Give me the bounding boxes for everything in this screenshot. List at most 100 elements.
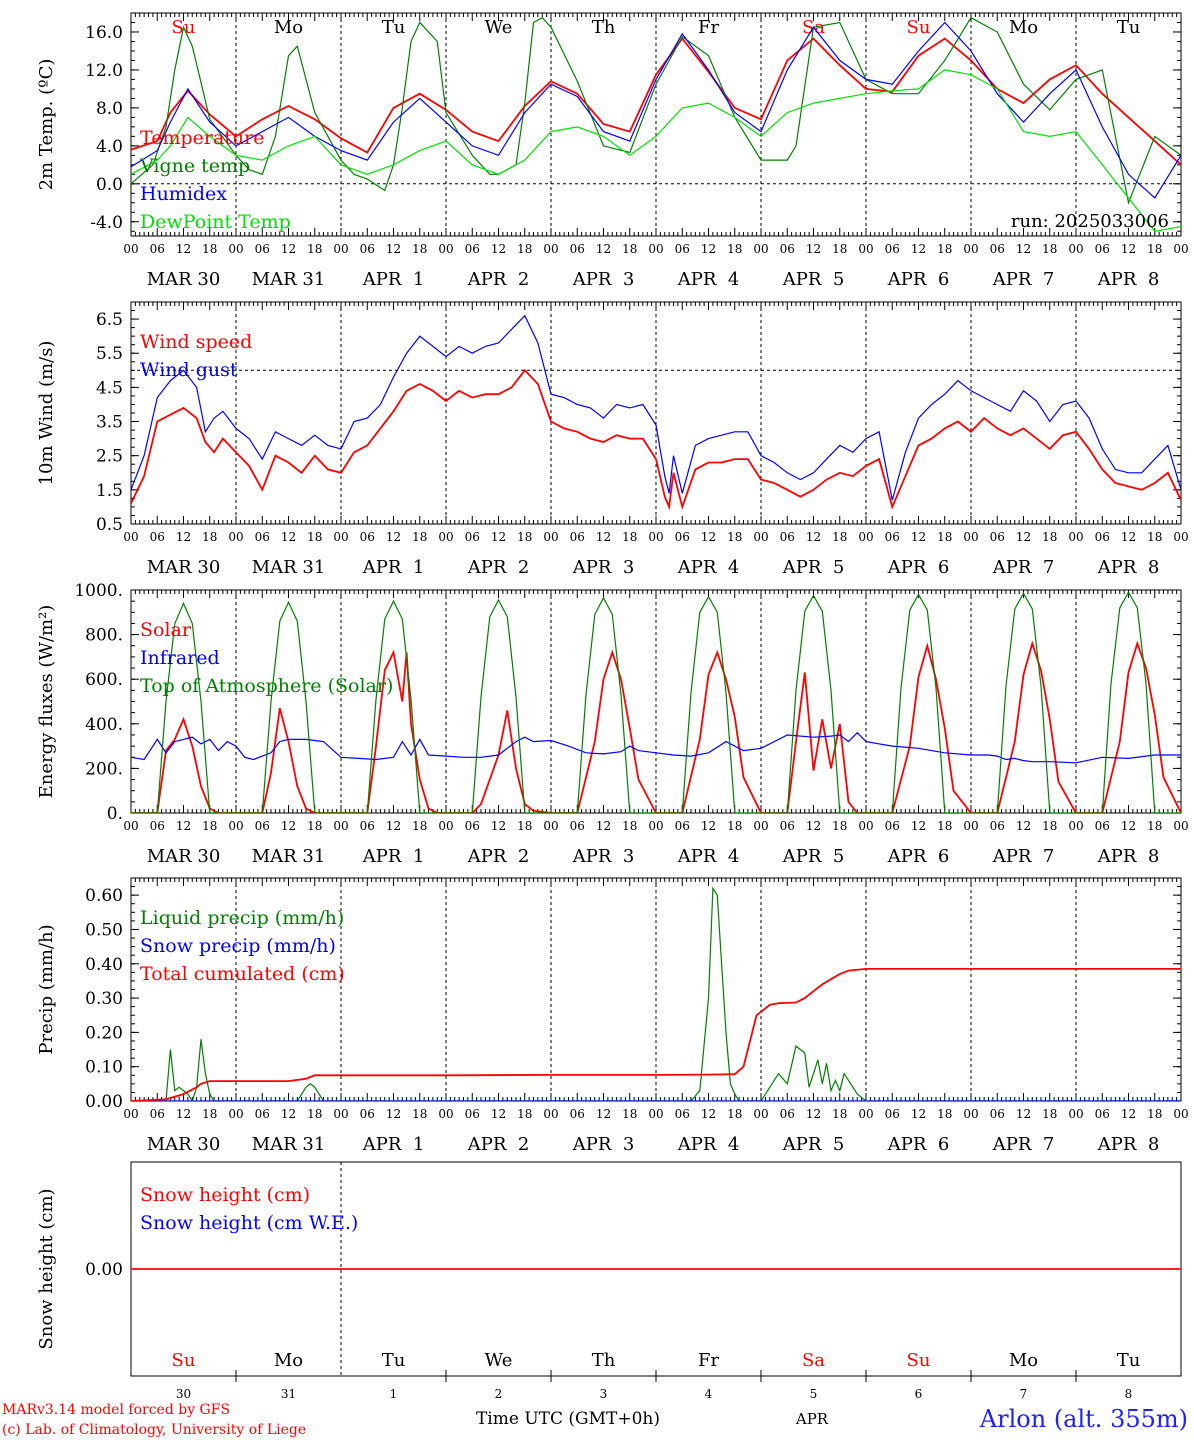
hour-tick-label: 18 — [622, 1107, 637, 1121]
legend-entry: Liquid precip (mm/h) — [140, 907, 344, 929]
hour-tick-label: 00 — [438, 1107, 453, 1121]
hour-tick-label: 00 — [753, 819, 768, 833]
series-line-vigne-temp — [131, 16, 1181, 205]
hour-tick-label: 00 — [753, 1107, 768, 1121]
hour-tick-label: 00 — [963, 530, 978, 544]
y-tick-label: 800. — [85, 626, 123, 646]
hour-tick-label: 00 — [1173, 242, 1188, 256]
day-number-label: 6 — [915, 1387, 923, 1401]
y-tick-label: 400. — [85, 715, 123, 735]
date-label: APR 4 — [677, 557, 740, 578]
hour-tick-label: 06 — [990, 1107, 1005, 1121]
date-label: APR 2 — [467, 846, 530, 867]
hour-tick-label: 06 — [360, 1107, 375, 1121]
hour-tick-label: 06 — [465, 242, 480, 256]
date-label: APR 1 — [362, 846, 425, 867]
y-tick-label: 0.40 — [85, 955, 123, 975]
date-label: APR 1 — [362, 1134, 425, 1155]
legend-entry: Snow height (cm) — [140, 1184, 310, 1206]
y-tick-label: 3.5 — [96, 413, 123, 433]
y-tick-label: 0.0 — [96, 175, 123, 195]
hour-tick-label: 00 — [543, 242, 558, 256]
bottom-day-of-week-label: Mo — [274, 1350, 303, 1371]
hour-tick-label: 12 — [911, 242, 926, 256]
hour-tick-label: 12 — [806, 819, 821, 833]
series-line-total-cumulated-cm- — [131, 968, 1181, 1101]
hour-tick-label: 06 — [675, 242, 690, 256]
hour-tick-label: 18 — [412, 1107, 427, 1121]
date-label: MAR 31 — [252, 1134, 326, 1155]
hour-tick-label: 06 — [570, 1107, 585, 1121]
hour-tick-label: 00 — [753, 530, 768, 544]
hour-tick-label: 18 — [727, 530, 742, 544]
hour-tick-label: 00 — [438, 530, 453, 544]
hour-tick-label: 00 — [543, 819, 558, 833]
hour-tick-label: 00 — [1068, 530, 1083, 544]
hour-tick-label: 06 — [465, 530, 480, 544]
model-credit-line1: MARv3.14 model forced by GFS — [2, 1402, 230, 1418]
hour-tick-label: 18 — [517, 1107, 532, 1121]
date-label: APR 2 — [467, 557, 530, 578]
hour-tick-label: 18 — [1147, 530, 1162, 544]
hour-tick-label: 00 — [123, 1107, 138, 1121]
hour-tick-label: 00 — [228, 242, 243, 256]
day-of-week-label: We — [485, 17, 513, 38]
hour-tick-label: 18 — [1042, 819, 1057, 833]
hour-tick-label: 12 — [1121, 1107, 1136, 1121]
bottom-day-of-week-label: Th — [592, 1350, 616, 1371]
date-label: MAR 30 — [147, 269, 221, 290]
hour-tick-label: 18 — [307, 1107, 322, 1121]
y-tick-label: 0.00 — [85, 1260, 123, 1280]
hour-tick-label: 00 — [228, 530, 243, 544]
hour-tick-label: 06 — [570, 819, 585, 833]
date-label: APR 7 — [992, 846, 1055, 867]
date-label: APR 2 — [467, 1134, 530, 1155]
hour-tick-label: 12 — [1016, 242, 1031, 256]
chart-panel-2: 0.5 1.5 2.5 3.5 4.5 5.5 6.5 10m Wind (m/s) 00 06 1… — [36, 301, 1189, 578]
hour-tick-label: 06 — [885, 530, 900, 544]
legend-entry: Top of Atmosphere (Solar) — [140, 675, 393, 697]
charts-layer: -4.00.04.08.012.016.02m Temp. (ºC)00 06 12… — [36, 12, 1189, 1401]
hour-tick-label: 18 — [517, 530, 532, 544]
hour-tick-label: 12 — [281, 1107, 296, 1121]
hour-tick-label: 12 — [596, 819, 611, 833]
y-tick-label: 1.5 — [96, 481, 123, 501]
hour-tick-label: 06 — [780, 819, 795, 833]
bottom-day-of-week-label: Su — [907, 1350, 931, 1371]
hour-tick-label: 18 — [937, 1107, 952, 1121]
hour-tick-label: 12 — [1016, 819, 1031, 833]
hour-tick-label: 18 — [727, 1107, 742, 1121]
hour-tick-label: 00 — [648, 1107, 663, 1121]
hour-tick-label: 12 — [386, 819, 401, 833]
hour-tick-label: 18 — [307, 530, 322, 544]
bottom-day-of-week-label: Tu — [382, 1350, 406, 1371]
hour-tick-label: 06 — [675, 530, 690, 544]
hour-tick-label: 12 — [911, 1107, 926, 1121]
hour-tick-label: 06 — [990, 242, 1005, 256]
bottom-day-of-week-label: Tu — [1117, 1350, 1141, 1371]
hour-tick-label: 06 — [360, 242, 375, 256]
legend-entry: Vigne temp — [139, 155, 250, 177]
y-tick-label: 4.0 — [96, 137, 123, 157]
y-tick-label: 16.0 — [85, 23, 123, 43]
hour-tick-label: 18 — [832, 242, 847, 256]
hour-tick-label: 18 — [727, 242, 742, 256]
hour-tick-label: 00 — [438, 819, 453, 833]
hour-tick-label: 00 — [963, 242, 978, 256]
hour-tick-label: 12 — [176, 819, 191, 833]
day-number-label: 30 — [176, 1387, 191, 1401]
hour-tick-label: 18 — [937, 819, 952, 833]
y-axis-label: Energy fluxes (W/m²) — [36, 605, 57, 799]
date-label: APR 4 — [677, 1134, 740, 1155]
y-axis-label: Precip (mm/h) — [36, 924, 57, 1054]
date-label: APR 7 — [992, 269, 1055, 290]
hour-tick-label: 12 — [386, 242, 401, 256]
hour-tick-label: 06 — [150, 819, 165, 833]
date-label: MAR 30 — [147, 1134, 221, 1155]
bottom-day-of-week-label: Mo — [1009, 1350, 1038, 1371]
y-tick-label: 5.5 — [96, 344, 123, 364]
date-label: APR 5 — [782, 1134, 845, 1155]
hour-tick-label: 18 — [517, 819, 532, 833]
legend-entry: Solar — [140, 619, 192, 641]
hour-tick-label: 00 — [333, 242, 348, 256]
